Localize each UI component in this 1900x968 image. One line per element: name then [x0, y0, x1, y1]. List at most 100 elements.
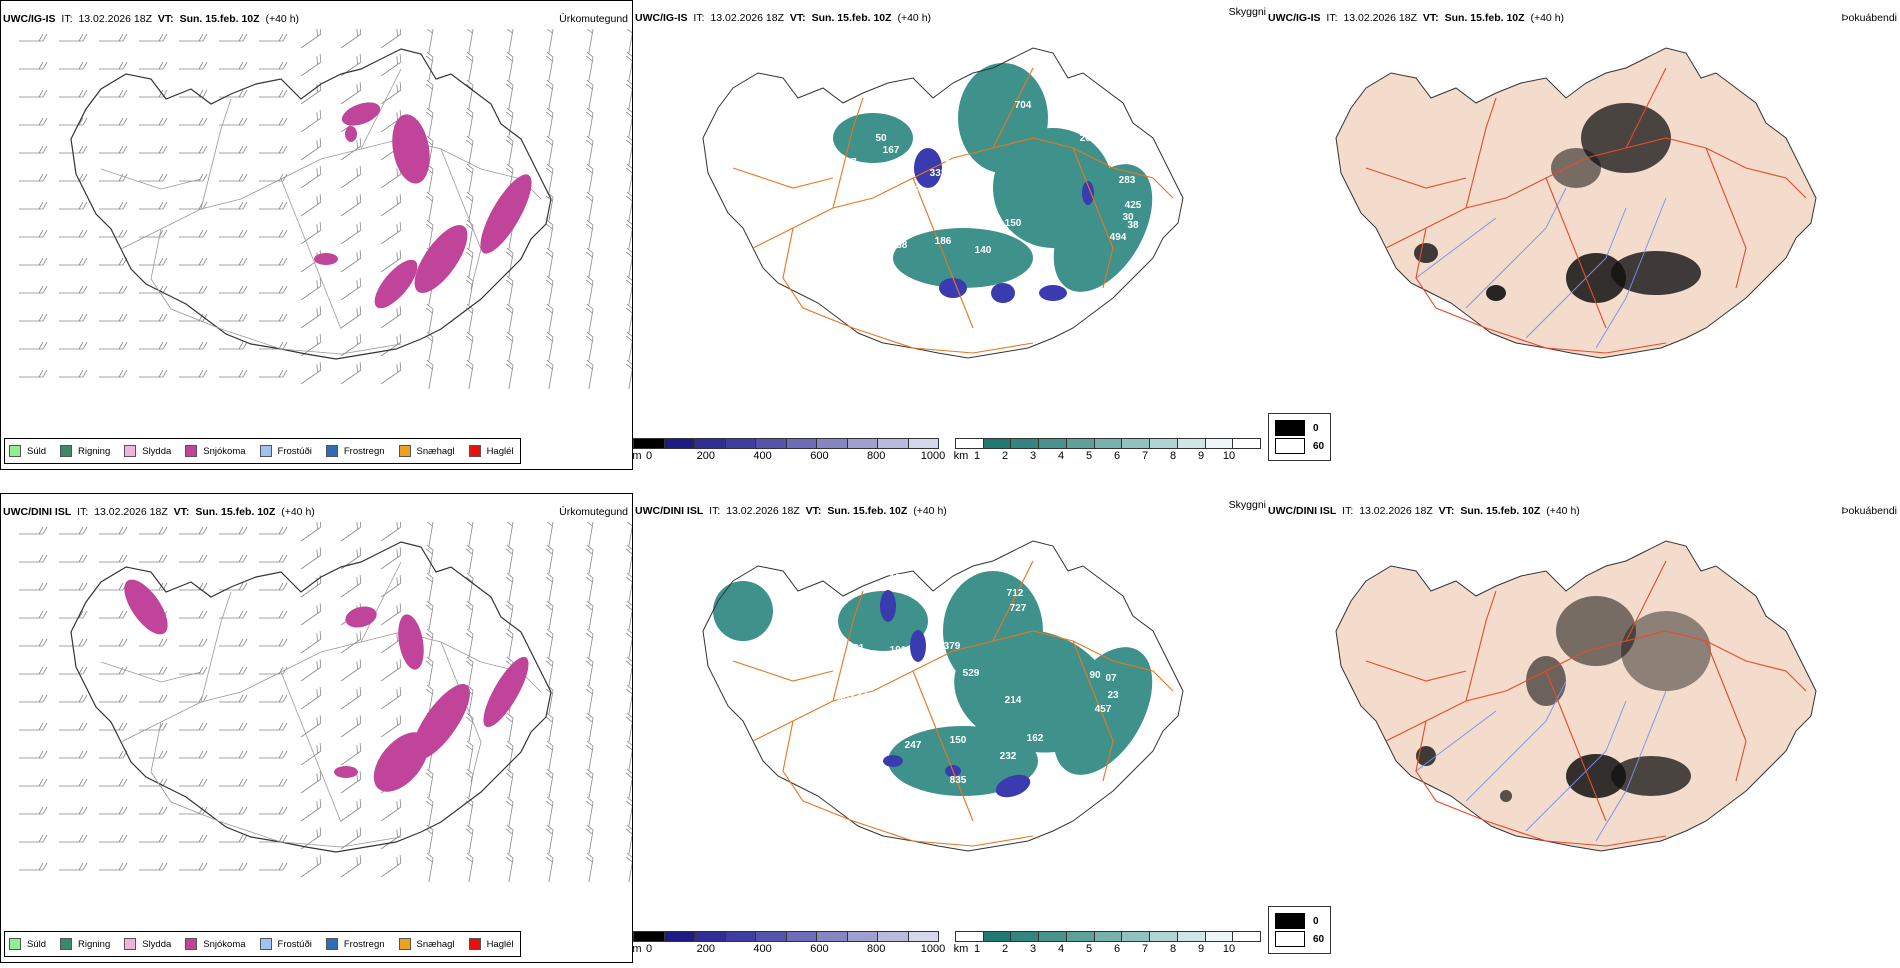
scale-tick-label: 3 [1030, 943, 1036, 955]
wind-barb-icon [297, 138, 324, 160]
cloud-base-label: 97 [845, 157, 857, 168]
wind-barb-icon [582, 220, 594, 249]
wind-barb-icon [179, 174, 207, 181]
wind-barb-icon [337, 855, 364, 877]
scale-tick-label: 3 [1030, 450, 1036, 462]
cloud-base-label: 457 [1095, 704, 1112, 715]
wind-barb-icon [422, 332, 434, 361]
cloud-base-label: 150 [1005, 218, 1022, 229]
low-visibility-area [705, 573, 782, 650]
precip-type-map [1, 29, 632, 429]
wind-barb-icon [582, 685, 594, 714]
wind-barb-icon [59, 835, 87, 842]
wind-barb-icon [259, 174, 287, 181]
wind-barb-icon [139, 667, 167, 674]
wind-barb-icon [99, 695, 127, 702]
low-visibility-area [893, 228, 1033, 288]
cloud-base-label: 505 [1100, 605, 1117, 616]
legend-swatch [260, 445, 272, 457]
wind-barb-icon [259, 527, 287, 534]
wind-barb-icon [219, 527, 247, 534]
scale-swatch [787, 932, 818, 941]
road-network [101, 562, 541, 847]
fog-indicator-panel: UWC/IG-IS IT: 13.02.2026 18Z VT: Sun. 15… [1266, 0, 1899, 470]
wind-barb-icon [99, 555, 127, 562]
wind-barb-icon [259, 583, 287, 590]
wind-barb-icon [219, 723, 247, 730]
wind-barb-icon [542, 108, 554, 137]
wind-barb-icon [219, 146, 247, 153]
scale-swatch [984, 932, 1012, 941]
wind-barb-icon [19, 118, 47, 125]
fog-scale-label: 60 [1313, 441, 1324, 452]
scale-tick-label: 400 [753, 450, 771, 462]
wind-barb-icon [462, 108, 474, 137]
cloud-base-label: 332 [930, 168, 947, 179]
snowfall-area [334, 766, 358, 778]
scale-tick-label: 800 [867, 943, 885, 955]
wind-barb-icon [139, 751, 167, 758]
scale-swatch [1233, 439, 1260, 448]
wind-barb-icon [99, 62, 127, 69]
wind-barb-icon [377, 575, 404, 597]
wind-barb-icon [422, 601, 434, 630]
scale-tick-label: 7 [1142, 450, 1148, 462]
wind-barb-icon [377, 799, 404, 821]
wind-barb-icon [259, 286, 287, 293]
wind-barb-icon [19, 370, 47, 377]
legend-swatch [9, 938, 21, 950]
fog-area [1486, 285, 1506, 301]
wind-barb-icon [179, 779, 207, 786]
wind-barb-icon [542, 360, 554, 389]
wind-barb-icon [502, 797, 514, 826]
wind-barb-icon [59, 527, 87, 534]
legend-item-frostregn: Frostregn [326, 938, 385, 950]
wind-barb-icon [99, 146, 127, 153]
wind-barb-icon [19, 62, 47, 69]
scale-swatch [1178, 932, 1206, 941]
fog-area [1500, 790, 1512, 802]
cloud-base-label: 206 [930, 591, 947, 602]
wind-barb-icon [622, 276, 632, 305]
scale-tick-label: 2 [1002, 943, 1008, 955]
wind-barb-icon [19, 751, 47, 758]
cloud-base-label: 140 [975, 245, 992, 256]
wind-barb-icon [622, 29, 632, 53]
fog-scale-swatch [1275, 931, 1305, 947]
wind-barb-icon [99, 370, 127, 377]
fog-area [1611, 756, 1691, 796]
wind-barb-icon [179, 370, 207, 377]
wind-barb-icon [582, 601, 594, 630]
vt-label: VT: [158, 13, 174, 25]
wind-barb-icon [99, 258, 127, 265]
wind-barb-icon [19, 342, 47, 349]
cloud-base-label: 167 [883, 145, 900, 156]
wind-barb-icon [422, 360, 434, 389]
wind-barb-icon [59, 779, 87, 786]
scale-swatch [878, 932, 909, 941]
fog-scale-label: 60 [1313, 934, 1324, 945]
road-line [151, 722, 401, 847]
cloud-base-label: 403 [945, 158, 962, 169]
vt-value: Sun. 15.feb. 10Z [812, 12, 892, 24]
wind-barb-icon [462, 80, 474, 109]
scale-swatch [1206, 932, 1234, 941]
vt-label: VT: [1439, 505, 1455, 517]
scale-swatch [726, 439, 757, 448]
wind-barb-icon [622, 248, 632, 277]
wind-barb-icon [19, 639, 47, 646]
forecast-row: UWC/IG-IS IT: 13.02.2026 18Z VT: Sun. 15… [0, 0, 1900, 475]
wind-barb-icon [422, 629, 434, 658]
wind-barb-icon [622, 853, 632, 882]
fog-area [1551, 148, 1601, 188]
wind-barb-icon [582, 332, 594, 361]
scale-swatch [1206, 439, 1234, 448]
wind-barb-icon [19, 583, 47, 590]
precip-type-panel: UWC/IG-IS IT: 13.02.2026 18Z VT: Sun. 15… [0, 0, 633, 470]
scale-tick-label: 7 [1142, 943, 1148, 955]
it-value: 13.02.2026 18Z [78, 13, 152, 25]
wind-barb-icon [502, 825, 514, 854]
wind-barb-icon [462, 52, 474, 81]
wind-barb-icon [219, 62, 247, 69]
wind-barb-icon [622, 80, 632, 109]
